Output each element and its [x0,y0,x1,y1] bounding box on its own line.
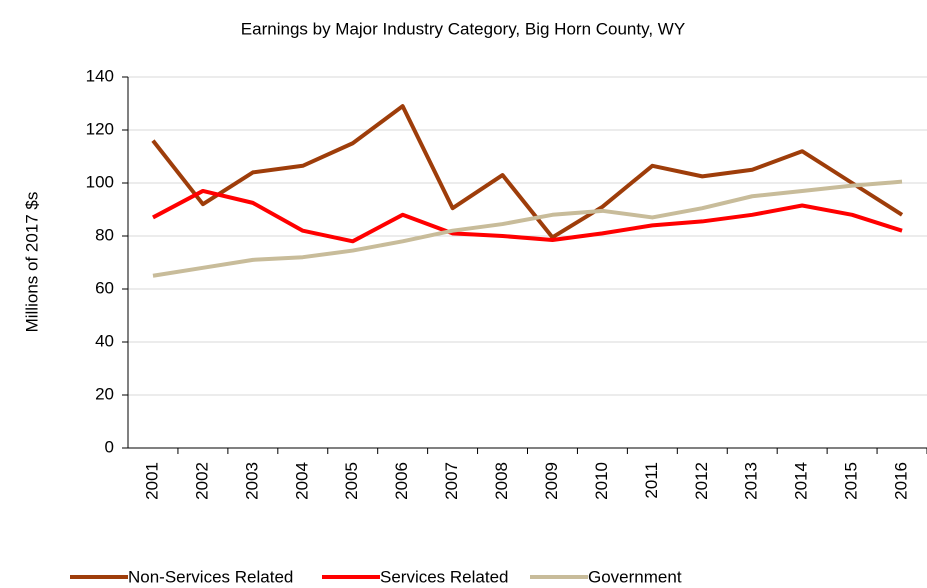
x-tick-label: 2005 [342,462,361,500]
y-tick-label: 60 [95,278,114,297]
y-axis-label: Millions of 2017 $s [22,192,41,333]
y-tick-label: 100 [86,172,114,191]
y-tick-label: 40 [95,331,114,350]
x-tick-label: 2012 [692,462,711,500]
x-tick-label: 2002 [192,462,211,500]
x-tick-label: 2014 [792,462,811,500]
series-line [152,188,903,244]
x-tick-label: 2016 [892,462,911,500]
x-tick-label: 2009 [542,462,561,500]
y-tick-label: 0 [105,437,114,456]
x-tick-label: 2001 [142,462,161,500]
legend-label: Government [588,567,682,586]
x-tick-label: 2011 [642,462,661,499]
y-tick-label: 20 [95,384,114,403]
chart-title: Earnings by Major Industry Category, Big… [241,19,685,38]
x-tick-label: 2003 [242,462,261,500]
x-tick-label: 2013 [742,462,761,500]
x-tick-label: 2007 [442,462,461,500]
series-line [151,104,904,240]
x-tick-label: 2008 [492,462,511,500]
x-tick-label: 2004 [292,462,311,500]
y-tick-label: 120 [86,119,114,138]
x-tick-label: 2010 [592,462,611,500]
legend-label: Services Related [380,567,509,586]
x-tick-label: 2006 [392,462,411,500]
series-line [152,179,903,278]
x-tick-label: 2015 [842,462,861,500]
y-tick-label: 140 [86,66,114,85]
legend-label: Non-Services Related [128,567,293,586]
y-tick-label: 80 [95,225,114,244]
